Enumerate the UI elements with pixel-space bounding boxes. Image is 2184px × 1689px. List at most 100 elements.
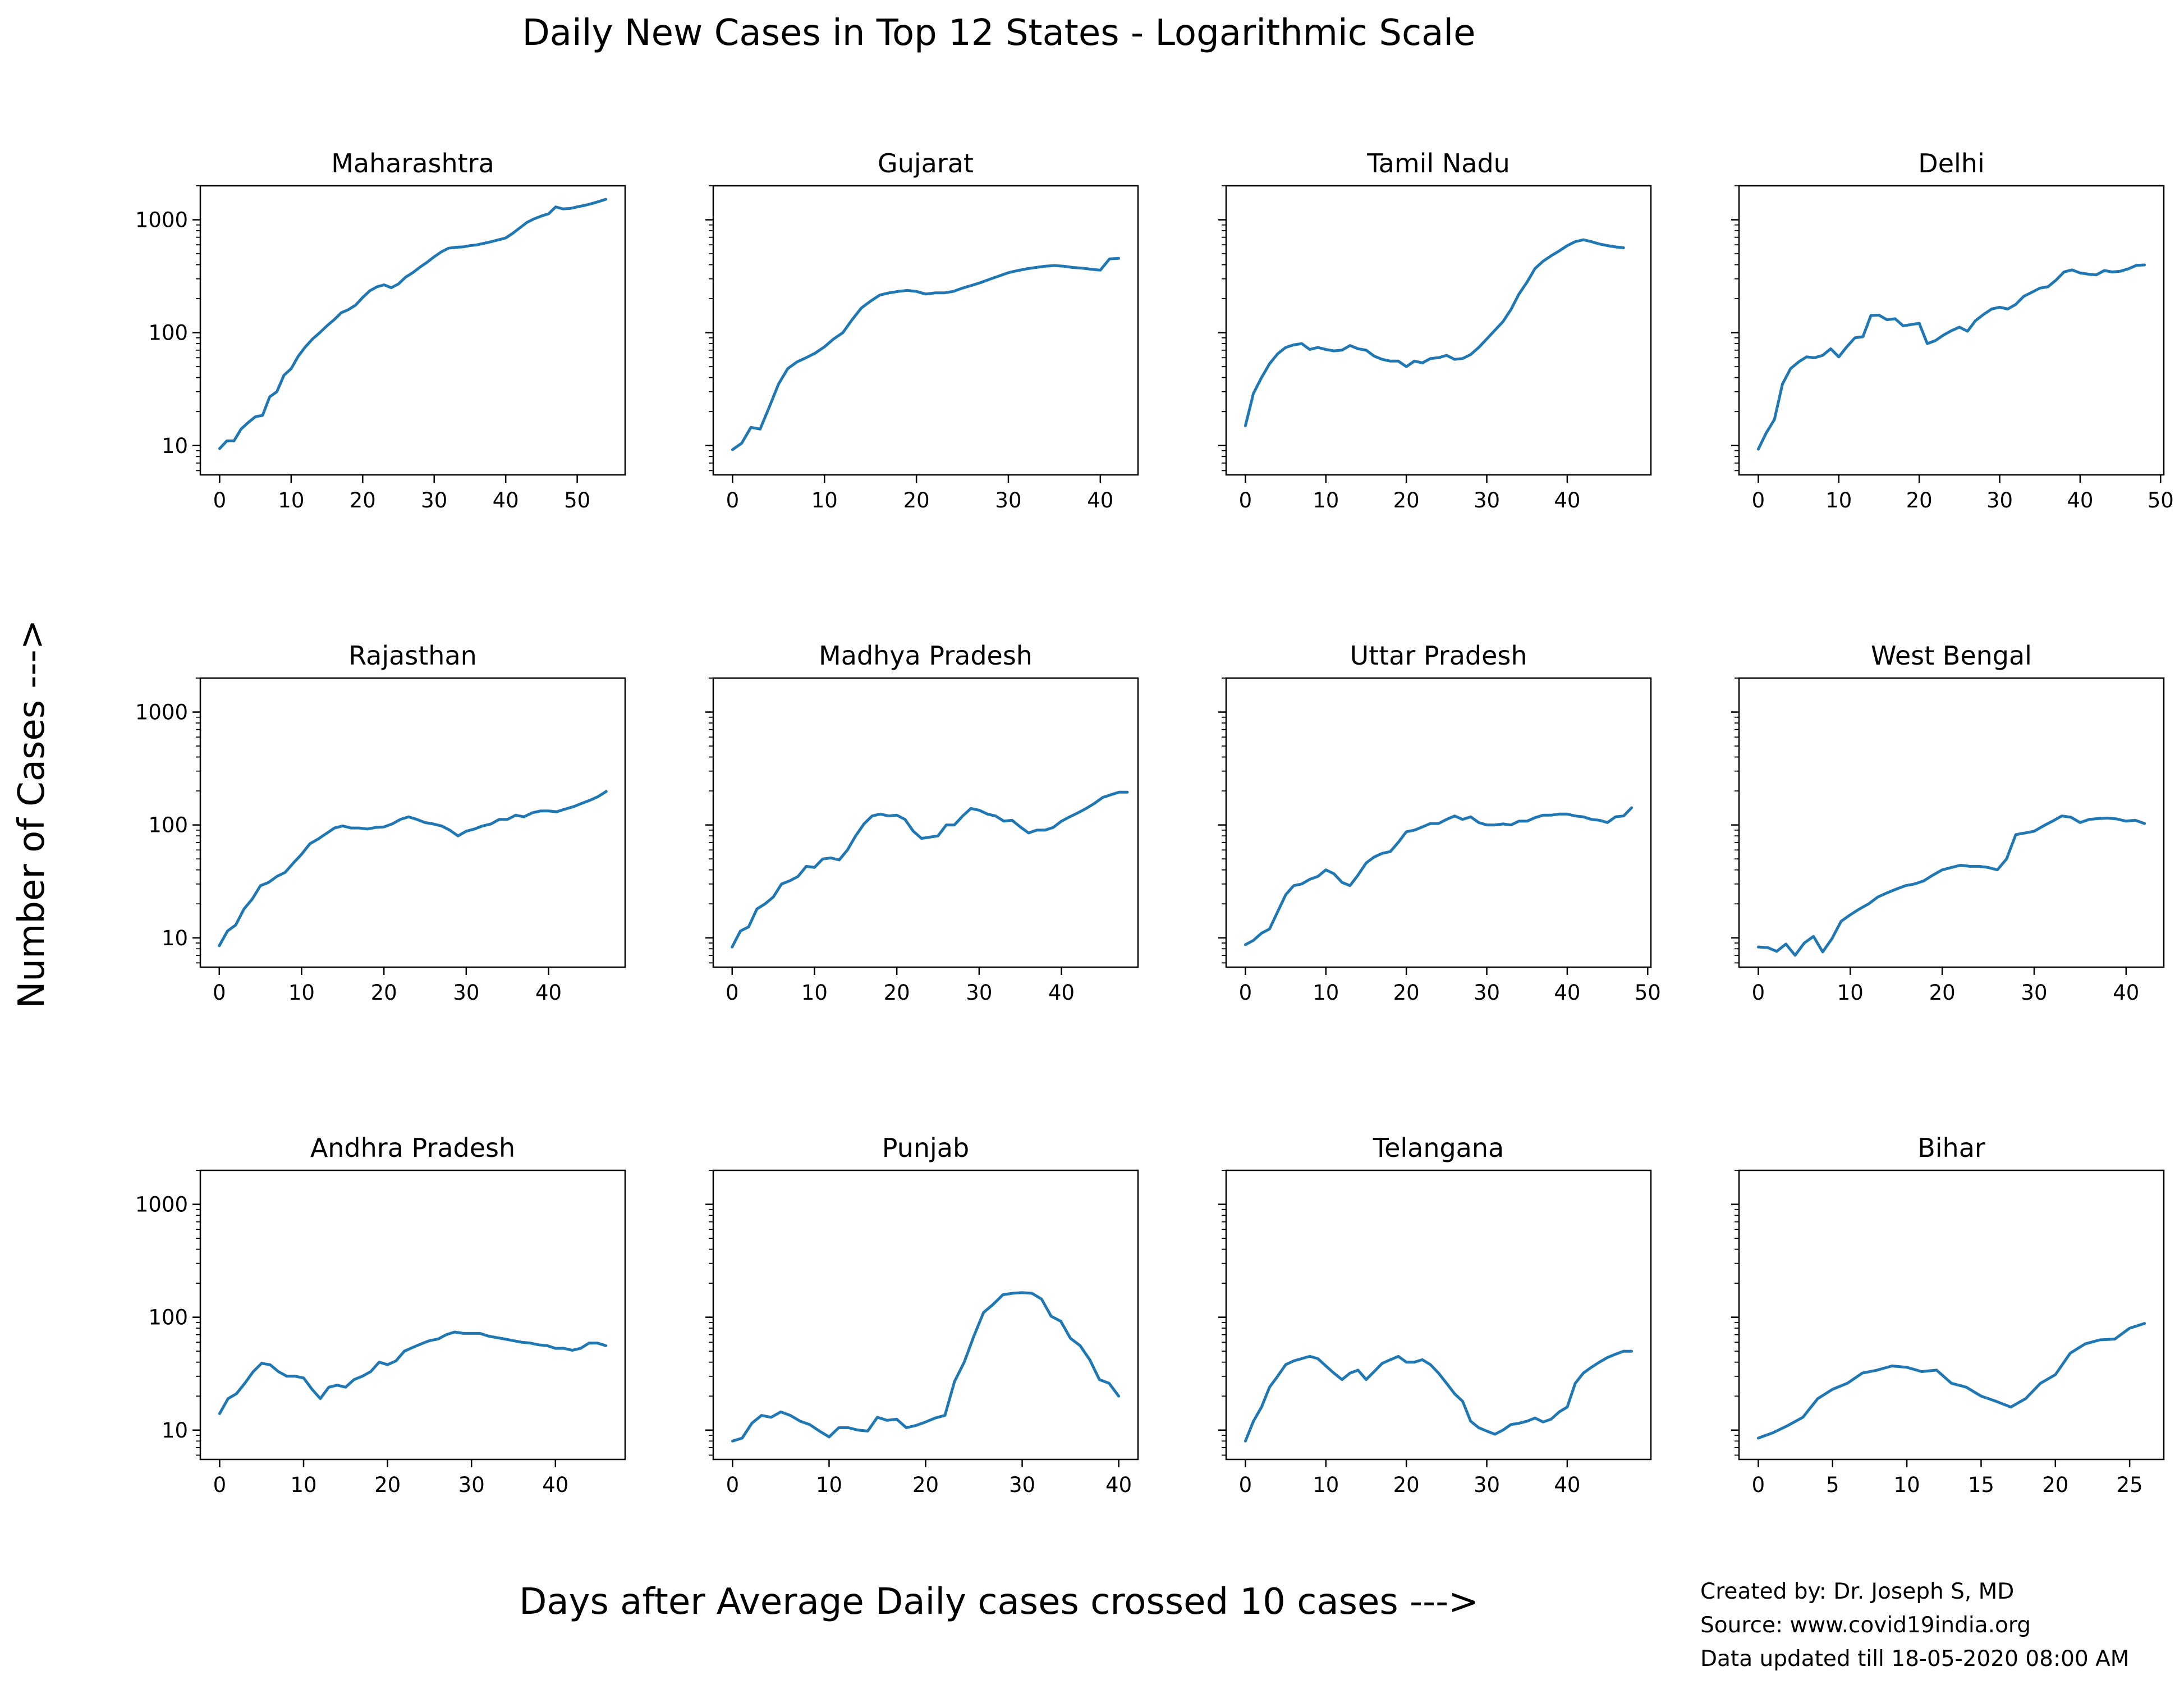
- subplot-title: Andhra Pradesh: [310, 1133, 515, 1163]
- x-tick-label: 30: [421, 488, 447, 512]
- subplot-rajasthan: Rajasthan 10 100 1000 0 10 20 30 40: [135, 640, 626, 1005]
- x-tick-label: 10: [1313, 1473, 1339, 1497]
- x-tick-label: 30: [458, 1473, 485, 1497]
- x-tick-label: 40: [1554, 1473, 1580, 1497]
- subplot-west-bengal: West Bengal 0 10 20 30 40: [1731, 640, 2165, 1005]
- subplot-frame: [1738, 185, 2165, 476]
- x-tick-label: 10: [1825, 488, 1852, 512]
- x-tick-label: 20: [903, 488, 930, 512]
- x-tick-label: 0: [726, 488, 740, 512]
- x-tick-label: 10: [288, 981, 315, 1005]
- series-line-west-bengal: [1756, 814, 2146, 957]
- subplot-title: Rajasthan: [348, 640, 477, 671]
- subplot-frame: [712, 185, 1139, 476]
- subplot-title: West Bengal: [1871, 640, 2032, 671]
- x-tick-label: 0: [213, 981, 226, 1005]
- x-tick-label: 30: [1986, 488, 2013, 512]
- y-tick-label: 10: [162, 434, 188, 458]
- credit-updated: Data updated till 18-05-2020 08:00 AM: [1700, 1646, 2129, 1672]
- x-tick-label: 0: [213, 1473, 227, 1497]
- series-line-punjab: [731, 1291, 1121, 1443]
- subplot-andhra-pradesh: Andhra Pradesh 10 100 1000 0 10 20 30 40: [135, 1133, 626, 1497]
- credit-author: Created by: Dr. Joseph S, MD: [1700, 1579, 2014, 1604]
- subplot-frame: [712, 677, 1139, 968]
- x-tick-label: 40: [535, 981, 562, 1005]
- x-tick-label: 30: [2021, 981, 2047, 1005]
- x-tick-label: 0: [1239, 488, 1252, 512]
- subplot-telangana: Telangana 0 10 20 30 40: [1218, 1133, 1652, 1497]
- x-tick-label: 0: [1752, 981, 1765, 1005]
- x-tick-label: 40: [1087, 488, 1113, 512]
- subplot-title: Telangana: [1373, 1133, 1504, 1163]
- series-line-madhya-pradesh: [731, 790, 1129, 949]
- subplot-title: Bihar: [1917, 1133, 1985, 1163]
- y-tick-label: 10: [162, 926, 188, 950]
- series-line-maharashtra: [218, 198, 608, 450]
- y-tick-label: 100: [148, 321, 188, 345]
- series-line-gujarat: [731, 257, 1121, 451]
- subplot-title: Gujarat: [878, 148, 974, 178]
- subplot-title: Tamil Nadu: [1366, 148, 1510, 178]
- x-tick-label: 25: [2117, 1473, 2143, 1497]
- subplot-frame: [712, 1169, 1139, 1461]
- x-tick-label: 0: [1239, 981, 1252, 1005]
- x-tick-label: 20: [371, 981, 397, 1005]
- x-tick-label: 10: [1313, 981, 1339, 1005]
- x-tick-label: 40: [1554, 981, 1580, 1005]
- x-tick-label: 5: [1826, 1473, 1839, 1497]
- x-tick-label: 20: [350, 488, 376, 512]
- x-tick-label: 20: [912, 1473, 939, 1497]
- subplot-bihar: Bihar 0 5 10 15 20 25: [1731, 1133, 2165, 1497]
- subplot-madhya-pradesh: Madhya Pradesh 0 10 20 30 40: [705, 640, 1139, 1005]
- x-tick-label: 20: [884, 981, 910, 1005]
- subplot-title: Maharashtra: [331, 148, 494, 178]
- subplot-gujarat: Gujarat 0 10 20 30 40: [705, 148, 1139, 512]
- subplot-frame: [199, 677, 626, 968]
- x-tick-label: 15: [1968, 1473, 1994, 1497]
- series-line-rajasthan: [218, 790, 608, 948]
- x-tick-label: 0: [1752, 488, 1765, 512]
- subplot-frame: [1225, 677, 1652, 968]
- x-tick-label: 40: [1048, 981, 1075, 1005]
- y-tick-label: 1000: [135, 701, 188, 725]
- x-tick-label: 20: [1393, 488, 1420, 512]
- subplot-frame: [1738, 677, 2165, 968]
- subplot-frame: [1738, 1169, 2165, 1461]
- x-tick-label: 50: [2148, 488, 2174, 512]
- x-tick-label: 10: [811, 488, 838, 512]
- x-tick-label: 50: [564, 488, 590, 512]
- x-tick-label: 30: [1474, 1473, 1500, 1497]
- x-tick-label: 20: [2042, 1473, 2068, 1497]
- subplot-maharashtra: Maharashtra 10 100 1000 0 10 20 30 40 50: [135, 148, 626, 512]
- x-tick-label: 20: [1929, 981, 1956, 1005]
- y-tick-label: 1000: [135, 1193, 188, 1217]
- x-tick-label: 30: [966, 981, 992, 1005]
- subplot-frame: [199, 1169, 626, 1461]
- x-tick-label: 10: [1313, 488, 1339, 512]
- x-tick-label: 40: [2067, 488, 2093, 512]
- subplot-title: Madhya Pradesh: [819, 640, 1033, 671]
- subplot-frame: [1225, 185, 1652, 476]
- x-tick-label: 40: [1105, 1473, 1132, 1497]
- x-tick-label: 40: [542, 1473, 568, 1497]
- subplot-frame: [1225, 1169, 1652, 1461]
- y-tick-label: 10: [162, 1418, 188, 1443]
- x-tick-label: 10: [1894, 1473, 1920, 1497]
- x-tick-label: 10: [278, 488, 304, 512]
- x-tick-label: 30: [1474, 981, 1500, 1005]
- x-tick-label: 0: [726, 981, 739, 1005]
- series-line-tamil-nadu: [1244, 238, 1625, 427]
- x-tick-label: 30: [1474, 488, 1500, 512]
- subplot-title: Uttar Pradesh: [1350, 640, 1527, 671]
- x-tick-label: 20: [1393, 1473, 1420, 1497]
- subplot-frame: [199, 185, 626, 476]
- x-tick-label: 20: [374, 1473, 401, 1497]
- x-tick-label: 10: [290, 1473, 316, 1497]
- series-line-delhi: [1756, 263, 2146, 451]
- series-line-bihar: [1756, 1322, 2146, 1440]
- x-tick-label: 0: [726, 1473, 740, 1497]
- x-tick-label: 10: [1837, 981, 1864, 1005]
- x-tick-label: 30: [1009, 1473, 1035, 1497]
- subplot-punjab: Punjab 0 10 20 30 40: [705, 1133, 1139, 1497]
